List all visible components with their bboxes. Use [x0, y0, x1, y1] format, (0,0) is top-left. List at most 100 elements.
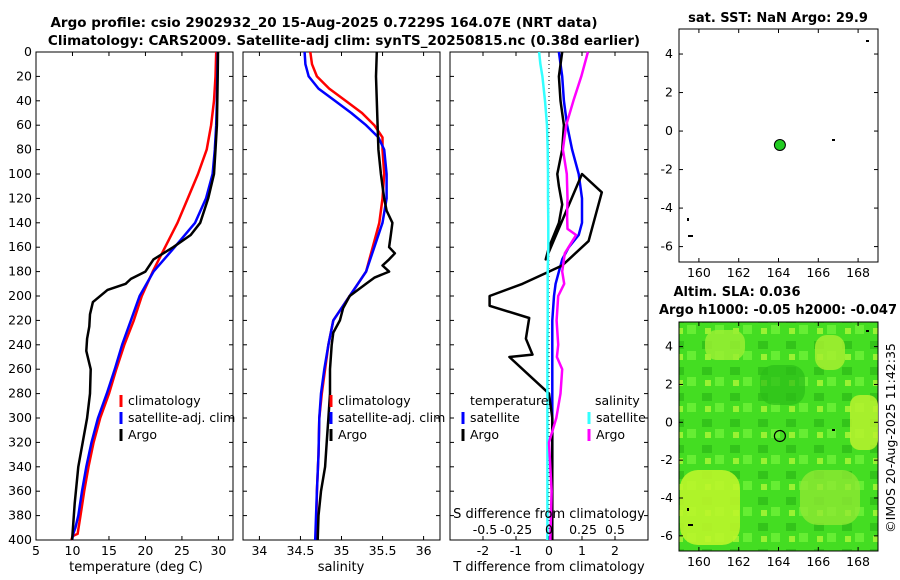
- x-tick-label: 25: [174, 543, 190, 558]
- x-tick-label: 1: [578, 543, 586, 558]
- sst-map-axes: 160 162 164 166 168 -6 -4 -2 0 2 4: [661, 29, 878, 280]
- y-tick-label: 300: [8, 410, 32, 425]
- x-tick-label: 30: [210, 543, 226, 558]
- y-tick-label: 60: [16, 117, 32, 132]
- y-tick-label: 40: [16, 93, 32, 108]
- salinity-panel: 34 34.5 35 35.5 36 salinity climatology sate…: [242, 51, 445, 575]
- y-tick-label: 100: [8, 166, 32, 181]
- sst-map-panel: sat. SST: NaN Argo: 29.9 160 162 164 166 168…: [661, 11, 879, 280]
- map-y-tick-label: -4: [661, 490, 674, 505]
- sla-coast-3: [687, 508, 689, 511]
- map-y-tick-label: 4: [665, 339, 673, 354]
- x-tick-label: 35.5: [369, 543, 397, 558]
- map-x-tick-label: 160: [687, 554, 711, 569]
- diff-legend-salinity-header: salinity: [595, 393, 640, 408]
- map-x-tick-label: 162: [727, 554, 751, 569]
- map-x-tick-label: 160: [687, 265, 711, 280]
- map-y-tick-label: -2: [661, 452, 673, 467]
- difference-axes: -2 -1 0 1 2: [450, 51, 648, 558]
- map-x-tick-label: 162: [727, 265, 751, 280]
- sst-coast-1: [866, 40, 869, 42]
- x-tick-label: 34.5: [287, 543, 315, 558]
- y-tick-label: 140: [8, 215, 32, 230]
- argo-position-marker: [773, 138, 786, 151]
- map-y-tick-label: -2: [661, 162, 673, 177]
- map-x-tick-label: 164: [767, 265, 791, 280]
- x-tick-label: 0: [545, 543, 553, 558]
- sla-map-points: [773, 429, 786, 443]
- x-tick-label: 10: [65, 543, 81, 558]
- sla-blob-6: [850, 395, 878, 450]
- temp-legend-argo: Argo: [128, 427, 157, 442]
- sla-map-panel: Altim. SLA: 0.036 Argo h1000: -0.05 h200…: [659, 285, 897, 569]
- x-tick-label: 35: [334, 543, 350, 558]
- x-tick-label: 36: [416, 543, 432, 558]
- y-tick-label: 320: [8, 434, 32, 449]
- difference-lines: [488, 51, 604, 541]
- diff-legend-sal-argo: Argo: [596, 427, 625, 442]
- temperature-legend: climatology satellite-adj. clim Argo: [119, 393, 235, 442]
- series-t-argo: [488, 51, 604, 540]
- series-satellite-adj-clim: [303, 51, 388, 541]
- temp-legend-climatology: climatology: [128, 393, 201, 408]
- series-s-satellite: [537, 51, 550, 540]
- y-tick-label: 380: [8, 508, 32, 523]
- map-y-tick-label: 0: [665, 414, 673, 429]
- sla-map-axes: 160 162 164 166 168 -6 -4 -2 0 2 4: [661, 322, 878, 569]
- sla-coast-4: [688, 524, 693, 526]
- map-x-tick-label: 166: [806, 265, 830, 280]
- difference-legend: temperature satellite Argo salinity sate…: [461, 393, 646, 442]
- difference-s-xlabel: S difference from climatology: [453, 507, 645, 522]
- map-y-tick-label: 4: [665, 46, 673, 61]
- salinity-lines: [303, 51, 397, 541]
- y-tick-label: 0: [24, 44, 32, 59]
- x-tick-label: 5: [32, 543, 40, 558]
- x-tick-label: 15: [101, 543, 117, 558]
- difference-panel: -2 -1 0 1 2 T difference from climatology S …: [449, 51, 649, 575]
- map-x-tick-label: 164: [767, 554, 791, 569]
- y-tick-label: 80: [16, 142, 32, 157]
- temperature-axes: 0 20 40 60 80 100 120 140 160 180 200 220 240 260 280 3…: [8, 44, 233, 558]
- map-y-tick-label: 0: [665, 123, 673, 138]
- diff-legend-temp-argo: Argo: [470, 427, 499, 442]
- sst-coast-4: [688, 235, 693, 237]
- title-line1: Argo profile: csio 2902932_20 15-Aug-202…: [50, 15, 597, 31]
- y-tick-label: 260: [8, 361, 32, 376]
- s-tick-m025: -0.25: [500, 522, 532, 537]
- sla-blob-3: [760, 365, 805, 405]
- map-x-tick-label: 168: [846, 554, 870, 569]
- diff-legend-temp-satellite: satellite: [470, 410, 520, 425]
- series-climatology: [70, 51, 218, 541]
- y-tick-label: 160: [8, 239, 32, 254]
- y-tick-label: 120: [8, 190, 32, 205]
- y-tick-label: 400: [8, 532, 32, 547]
- map-y-tick-label: -6: [661, 239, 674, 254]
- map-x-tick-label: 166: [806, 554, 830, 569]
- y-tick-label: 220: [8, 312, 32, 327]
- map-y-tick-label: -6: [661, 528, 674, 543]
- temperature-axes-box: [35, 51, 234, 541]
- map-x-tick-label: 168: [846, 265, 870, 280]
- x-tick-label: 20: [137, 543, 153, 558]
- s-tick-025: 0.25: [569, 522, 597, 537]
- y-tick-label: 20: [16, 68, 32, 83]
- argo-position-marker: [773, 429, 786, 443]
- salinity-axes: 34 34.5 35 35.5 36: [243, 51, 440, 558]
- y-tick-label: 360: [8, 483, 32, 498]
- salinity-xlabel: salinity: [318, 560, 365, 575]
- series-s-argo: [547, 51, 590, 541]
- sla-blob-2: [680, 470, 740, 545]
- x-tick-label: 2: [611, 543, 619, 558]
- y-tick-label: 340: [8, 459, 32, 474]
- map-y-tick-label: 2: [665, 376, 673, 391]
- sla-coast-2: [832, 429, 835, 431]
- series-argo: [70, 51, 220, 541]
- map-y-tick-label: -4: [661, 200, 674, 215]
- sst-map-title: sat. SST: NaN Argo: 29.9: [688, 11, 868, 26]
- x-tick-label: 34: [251, 543, 267, 558]
- salinity-legend: climatology satellite-adj. clim Argo: [329, 393, 445, 442]
- s-tick-0: 0: [545, 522, 553, 537]
- diff-legend-sal-satellite: satellite: [596, 410, 646, 425]
- x-tick-label: -1: [510, 543, 522, 558]
